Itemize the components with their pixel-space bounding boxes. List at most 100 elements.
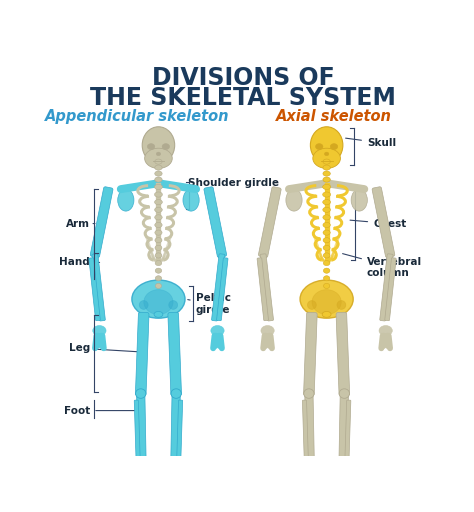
Ellipse shape	[155, 200, 163, 205]
Ellipse shape	[183, 189, 199, 211]
FancyBboxPatch shape	[304, 312, 317, 396]
Ellipse shape	[155, 283, 162, 288]
FancyBboxPatch shape	[90, 187, 113, 258]
Ellipse shape	[155, 230, 162, 235]
Ellipse shape	[155, 222, 162, 227]
Ellipse shape	[155, 159, 162, 164]
Ellipse shape	[155, 184, 163, 189]
Text: Pelvic
girdle: Pelvic girdle	[188, 293, 231, 315]
Ellipse shape	[261, 326, 274, 336]
Ellipse shape	[155, 245, 162, 250]
Ellipse shape	[344, 477, 365, 484]
Ellipse shape	[132, 280, 185, 318]
Ellipse shape	[147, 144, 155, 150]
FancyBboxPatch shape	[385, 258, 396, 321]
Ellipse shape	[323, 230, 330, 235]
Ellipse shape	[155, 215, 162, 220]
FancyBboxPatch shape	[260, 254, 273, 321]
Text: Appendicular skeleton: Appendicular skeleton	[45, 110, 229, 124]
Ellipse shape	[136, 389, 146, 398]
Ellipse shape	[313, 148, 340, 168]
Text: THE SKELETAL SYSTEM: THE SKELETAL SYSTEM	[90, 87, 396, 111]
Ellipse shape	[155, 268, 162, 273]
Ellipse shape	[169, 301, 178, 309]
Text: Axial skeleton: Axial skeleton	[276, 110, 392, 124]
Ellipse shape	[379, 326, 392, 336]
FancyBboxPatch shape	[171, 392, 180, 474]
Ellipse shape	[323, 184, 331, 189]
FancyBboxPatch shape	[136, 312, 149, 396]
FancyBboxPatch shape	[305, 392, 315, 474]
Text: Skull: Skull	[346, 138, 396, 148]
Ellipse shape	[155, 253, 162, 258]
Ellipse shape	[323, 177, 330, 182]
Ellipse shape	[155, 165, 162, 170]
Ellipse shape	[171, 389, 182, 398]
Ellipse shape	[155, 177, 162, 182]
FancyBboxPatch shape	[380, 254, 393, 321]
Ellipse shape	[93, 326, 106, 336]
Ellipse shape	[300, 280, 353, 318]
Text: Arm: Arm	[66, 219, 95, 228]
Ellipse shape	[156, 152, 161, 156]
Ellipse shape	[312, 290, 341, 314]
FancyBboxPatch shape	[89, 258, 100, 321]
Ellipse shape	[323, 200, 330, 205]
Ellipse shape	[310, 127, 343, 163]
Ellipse shape	[155, 238, 162, 243]
Ellipse shape	[323, 238, 330, 243]
Ellipse shape	[176, 477, 197, 484]
FancyBboxPatch shape	[257, 258, 268, 321]
FancyBboxPatch shape	[302, 400, 309, 474]
FancyBboxPatch shape	[168, 312, 182, 396]
Ellipse shape	[323, 215, 330, 220]
Text: Foot: Foot	[64, 406, 139, 416]
Ellipse shape	[323, 192, 330, 197]
Ellipse shape	[323, 165, 330, 170]
Ellipse shape	[145, 148, 172, 168]
Ellipse shape	[323, 159, 330, 164]
Ellipse shape	[323, 268, 330, 273]
Ellipse shape	[351, 189, 367, 211]
Ellipse shape	[323, 253, 330, 258]
Ellipse shape	[155, 207, 162, 212]
Text: Hand: Hand	[60, 258, 100, 267]
Ellipse shape	[139, 301, 148, 309]
Ellipse shape	[323, 171, 330, 176]
Ellipse shape	[120, 477, 141, 484]
Text: Shoulder girdle: Shoulder girdle	[181, 178, 279, 189]
FancyBboxPatch shape	[134, 400, 141, 474]
FancyBboxPatch shape	[204, 187, 227, 258]
Text: Leg: Leg	[69, 343, 138, 353]
FancyBboxPatch shape	[217, 258, 228, 321]
Ellipse shape	[155, 192, 163, 197]
Text: Vertebral
column: Vertebral column	[343, 253, 422, 279]
FancyBboxPatch shape	[336, 312, 350, 396]
Text: DIVISIONS OF: DIVISIONS OF	[152, 67, 334, 91]
Ellipse shape	[339, 389, 349, 398]
Ellipse shape	[323, 276, 330, 281]
Ellipse shape	[323, 222, 330, 227]
Ellipse shape	[144, 290, 173, 314]
FancyBboxPatch shape	[372, 187, 395, 258]
Ellipse shape	[288, 477, 309, 484]
Ellipse shape	[155, 261, 162, 266]
Ellipse shape	[323, 245, 330, 250]
Ellipse shape	[154, 311, 163, 317]
Ellipse shape	[324, 283, 330, 288]
Ellipse shape	[155, 171, 162, 176]
Ellipse shape	[304, 389, 314, 398]
Ellipse shape	[337, 301, 346, 309]
FancyBboxPatch shape	[176, 400, 182, 474]
Ellipse shape	[162, 144, 170, 150]
FancyBboxPatch shape	[92, 254, 105, 321]
Ellipse shape	[308, 301, 316, 309]
Ellipse shape	[211, 326, 224, 336]
Ellipse shape	[155, 276, 162, 281]
Text: Chest: Chest	[350, 219, 406, 228]
Ellipse shape	[322, 311, 331, 317]
Ellipse shape	[286, 189, 302, 211]
Ellipse shape	[324, 152, 329, 156]
FancyBboxPatch shape	[258, 187, 281, 258]
FancyBboxPatch shape	[137, 392, 146, 474]
